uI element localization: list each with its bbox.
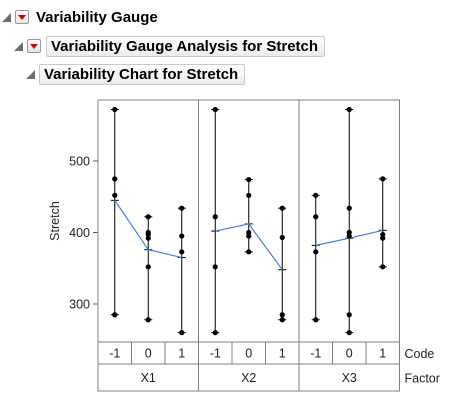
outline-title[interactable]: Variability Gauge	[36, 8, 158, 26]
data-point	[212, 214, 218, 220]
factor-label: X2	[241, 371, 256, 385]
data-point	[145, 229, 151, 236]
data-point	[179, 249, 185, 255]
data-point	[346, 330, 352, 336]
data-point	[246, 176, 252, 183]
outline-title[interactable]: Variability Gauge Analysis for Stretch	[46, 35, 326, 57]
code-label: -1	[109, 347, 120, 361]
factor-label: X3	[342, 371, 357, 385]
y-tick-label: 500	[69, 155, 90, 169]
disclosure-open-icon[interactable]	[2, 12, 11, 22]
label-area-border	[97, 341, 400, 392]
data-point	[279, 234, 285, 241]
data-point	[246, 192, 252, 198]
code-label: 1	[379, 347, 386, 361]
data-point	[346, 205, 352, 211]
y-tick-label: 300	[69, 298, 90, 312]
code-label: -1	[310, 347, 321, 361]
data-point	[279, 205, 285, 211]
data-points	[112, 106, 386, 336]
data-point	[145, 264, 151, 270]
outline-title[interactable]: Variability Chart for Stretch	[39, 63, 246, 85]
data-point	[246, 249, 252, 255]
code-label: 1	[279, 347, 286, 361]
data-point	[179, 233, 185, 239]
row-label-code: Code	[405, 347, 435, 361]
code-label: 1	[178, 347, 185, 361]
y-axis-label: Stretch	[48, 201, 62, 241]
outline-variability-gauge-analysis: Variability Gauge Analysis for Stretch	[14, 35, 326, 57]
code-label: -1	[210, 347, 221, 361]
x-axis-labels: Code Factor -1 0 1 X1 -1 0 1 X2 -1 0 1 X3	[109, 347, 440, 386]
y-axis: Stretch 300 400 500	[48, 155, 98, 312]
code-label: 0	[245, 347, 252, 361]
range-bars	[110, 109, 387, 334]
disclosure-open-icon[interactable]	[14, 41, 23, 51]
data-point	[179, 330, 185, 336]
data-point	[346, 233, 352, 239]
data-point	[313, 317, 319, 323]
data-point	[112, 106, 118, 113]
data-point	[346, 106, 352, 113]
data-point	[112, 176, 118, 182]
data-point	[246, 229, 252, 236]
data-point	[246, 233, 252, 239]
y-tick-label: 400	[69, 226, 90, 240]
code-label: 0	[346, 347, 353, 361]
row-label-factor: Factor	[405, 372, 440, 386]
data-point	[380, 264, 386, 270]
factor-label: X1	[141, 371, 156, 385]
outline-variability-chart: Variability Chart for Stretch	[26, 63, 246, 85]
data-point	[313, 249, 319, 255]
data-point	[145, 214, 151, 220]
cell-mean-line	[114, 199, 182, 259]
code-label: 0	[145, 347, 152, 361]
data-point	[380, 235, 386, 241]
plot-frame	[97, 99, 400, 392]
data-point	[346, 312, 352, 318]
data-point	[145, 235, 151, 241]
data-point	[212, 106, 218, 113]
data-point	[380, 232, 386, 238]
data-point	[380, 176, 386, 182]
data-point	[145, 317, 151, 323]
data-point	[212, 330, 218, 336]
data-point	[112, 312, 118, 318]
outline-variability-gauge: Variability Gauge	[2, 6, 164, 28]
cell-mean-line	[215, 223, 283, 271]
data-point	[279, 317, 285, 323]
red-triangle-menu-icon[interactable]	[15, 10, 29, 24]
data-point	[112, 192, 118, 198]
data-point	[313, 192, 319, 198]
data-point	[212, 264, 218, 270]
disclosure-open-icon[interactable]	[26, 69, 35, 79]
data-point	[179, 205, 185, 211]
red-triangle-menu-icon[interactable]	[27, 39, 41, 53]
data-point	[346, 229, 352, 236]
data-point	[279, 312, 285, 318]
data-point	[313, 214, 319, 220]
